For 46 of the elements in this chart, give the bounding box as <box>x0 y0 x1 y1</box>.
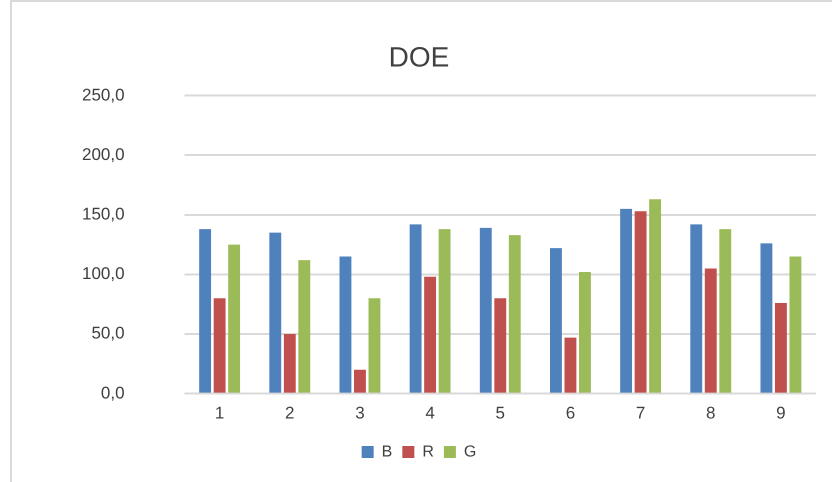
y-tick-label: 50,0 <box>91 324 125 343</box>
y-tick-label: 200,0 <box>82 144 125 164</box>
bar <box>704 268 717 393</box>
bar <box>354 370 366 393</box>
bar <box>774 303 787 393</box>
x-tick-label: 4 <box>425 403 435 422</box>
bar <box>578 272 591 393</box>
bar <box>480 228 492 393</box>
bar <box>228 244 240 393</box>
x-tick-label: 6 <box>566 403 576 422</box>
bar <box>564 338 576 393</box>
bar <box>284 334 296 393</box>
bar <box>620 208 632 393</box>
bar <box>214 298 226 393</box>
x-tick-label: 9 <box>776 403 786 422</box>
y-tick-label: 250,0 <box>82 85 125 104</box>
bar <box>719 229 732 393</box>
bar <box>368 298 380 393</box>
y-tick-label: 150,0 <box>82 204 125 224</box>
x-tick-label: 7 <box>636 403 646 422</box>
y-tick-label: 100,0 <box>82 264 125 284</box>
bar <box>410 224 422 393</box>
bar <box>298 260 310 393</box>
bar <box>789 256 802 393</box>
bar <box>760 243 772 393</box>
bar <box>424 276 436 393</box>
x-tick-label: 2 <box>285 403 295 422</box>
x-tick-label: 1 <box>214 403 224 422</box>
x-tick-label: 3 <box>355 403 365 422</box>
legend-label: G <box>464 443 476 460</box>
y-tick-label: 0,0 <box>100 383 125 402</box>
bar <box>508 235 521 393</box>
x-tick-label: 5 <box>496 403 506 422</box>
chart-title: DOE <box>388 42 450 73</box>
bar <box>269 232 282 393</box>
bar <box>550 248 562 393</box>
legend-label: B <box>382 443 392 460</box>
bar <box>438 229 451 393</box>
bar <box>494 298 506 393</box>
bar <box>690 224 702 393</box>
bar <box>340 256 352 393</box>
bar <box>649 199 662 393</box>
x-tick-label: 8 <box>706 403 716 422</box>
legend-label: R <box>422 443 434 460</box>
bar <box>634 211 647 393</box>
bar <box>199 229 212 393</box>
